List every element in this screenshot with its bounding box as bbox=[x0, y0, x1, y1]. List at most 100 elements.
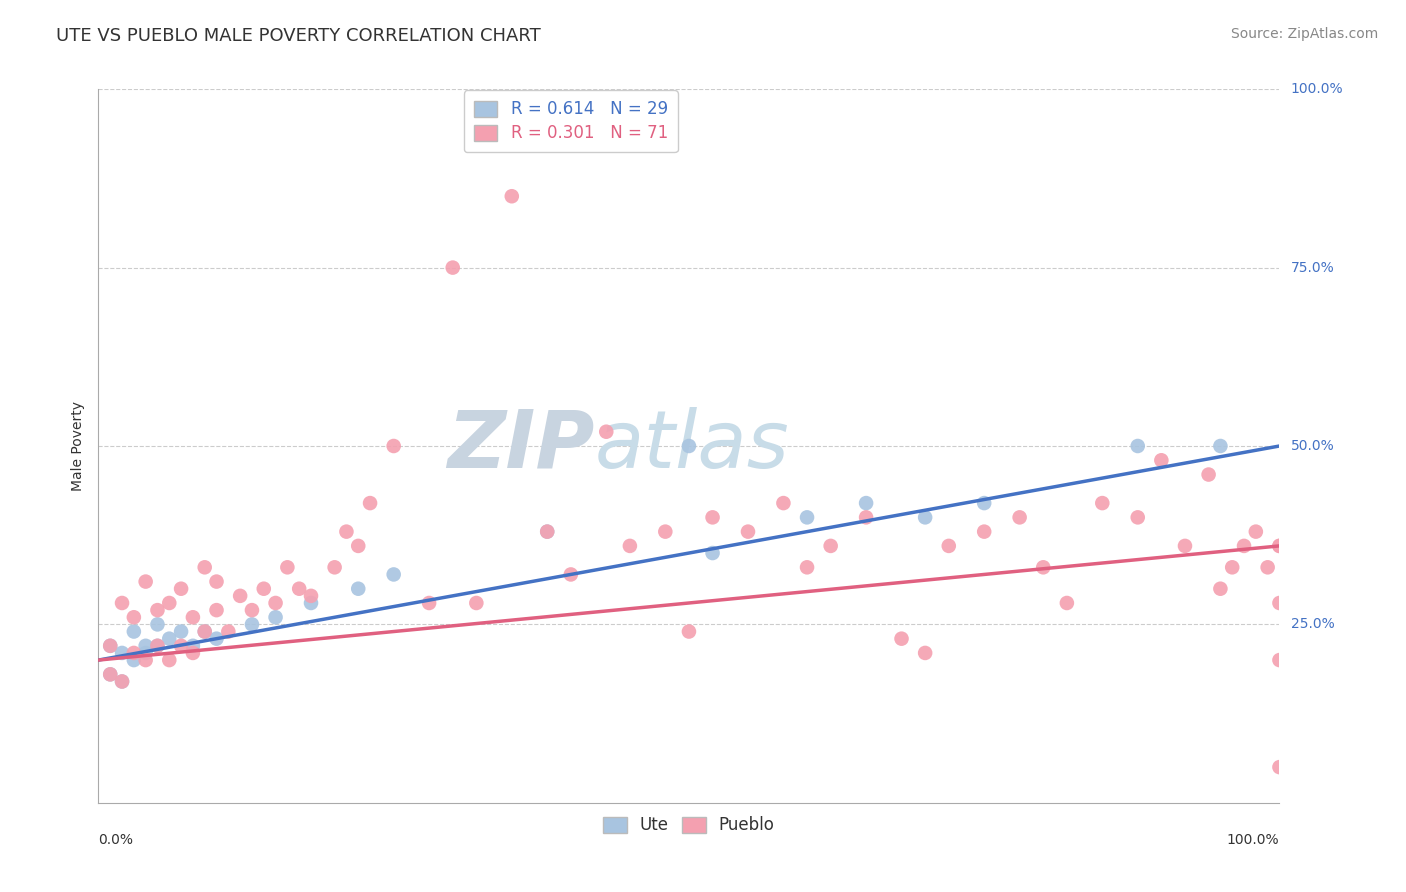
Point bbox=[276, 560, 298, 574]
Point bbox=[536, 524, 558, 539]
Point bbox=[157, 632, 180, 646]
Point bbox=[217, 624, 239, 639]
Point bbox=[1008, 510, 1031, 524]
Point bbox=[820, 539, 842, 553]
Point bbox=[1126, 439, 1149, 453]
Point bbox=[1268, 653, 1291, 667]
Point bbox=[678, 624, 700, 639]
Point bbox=[914, 510, 936, 524]
Point bbox=[359, 496, 381, 510]
Text: UTE VS PUEBLO MALE POVERTY CORRELATION CHART: UTE VS PUEBLO MALE POVERTY CORRELATION C… bbox=[56, 27, 541, 45]
Point bbox=[678, 439, 700, 453]
Point bbox=[288, 582, 311, 596]
Point bbox=[441, 260, 464, 275]
Point bbox=[146, 603, 169, 617]
Point bbox=[772, 496, 794, 510]
Text: atlas: atlas bbox=[595, 407, 789, 485]
Point bbox=[1126, 510, 1149, 524]
Point bbox=[170, 639, 193, 653]
Point bbox=[1220, 560, 1243, 574]
Point bbox=[170, 582, 193, 596]
Point bbox=[973, 524, 995, 539]
Point bbox=[205, 632, 228, 646]
Legend: Ute, Pueblo: Ute, Pueblo bbox=[593, 806, 785, 845]
Text: 100.0%: 100.0% bbox=[1291, 82, 1343, 96]
Point bbox=[702, 546, 724, 560]
Point bbox=[122, 624, 145, 639]
Point bbox=[1174, 539, 1197, 553]
Point bbox=[122, 646, 145, 660]
Point bbox=[146, 617, 169, 632]
Point bbox=[264, 596, 287, 610]
Point bbox=[465, 596, 488, 610]
Point bbox=[536, 524, 558, 539]
Point bbox=[1268, 539, 1291, 553]
Point bbox=[1091, 496, 1114, 510]
Point bbox=[595, 425, 617, 439]
Point bbox=[111, 674, 134, 689]
Point bbox=[98, 667, 121, 681]
Point bbox=[135, 646, 157, 660]
Point bbox=[98, 667, 121, 681]
Point bbox=[737, 524, 759, 539]
Point bbox=[1209, 439, 1232, 453]
Point bbox=[135, 653, 157, 667]
Point bbox=[229, 589, 252, 603]
Point bbox=[240, 617, 263, 632]
Point bbox=[702, 510, 724, 524]
Point bbox=[560, 567, 582, 582]
Point bbox=[194, 624, 217, 639]
Point bbox=[98, 639, 121, 653]
Point bbox=[855, 496, 877, 510]
Point bbox=[335, 524, 357, 539]
Point bbox=[796, 510, 818, 524]
Point bbox=[122, 653, 145, 667]
Point bbox=[205, 574, 228, 589]
Point bbox=[418, 596, 440, 610]
Point bbox=[240, 603, 263, 617]
Point bbox=[157, 596, 180, 610]
Point bbox=[253, 582, 276, 596]
Text: ZIP: ZIP bbox=[447, 407, 595, 485]
Point bbox=[299, 589, 322, 603]
Point bbox=[1268, 596, 1291, 610]
Point bbox=[1268, 760, 1291, 774]
Text: Source: ZipAtlas.com: Source: ZipAtlas.com bbox=[1230, 27, 1378, 41]
Point bbox=[181, 610, 204, 624]
Point bbox=[299, 596, 322, 610]
Point bbox=[1209, 582, 1232, 596]
Text: 0.0%: 0.0% bbox=[98, 833, 134, 847]
Point bbox=[264, 610, 287, 624]
Text: 100.0%: 100.0% bbox=[1227, 833, 1279, 847]
Text: 50.0%: 50.0% bbox=[1291, 439, 1334, 453]
Point bbox=[170, 624, 193, 639]
Point bbox=[111, 596, 134, 610]
Point bbox=[1244, 524, 1267, 539]
Point bbox=[1056, 596, 1078, 610]
Point bbox=[111, 674, 134, 689]
Point bbox=[111, 646, 134, 660]
Point bbox=[1233, 539, 1256, 553]
Point bbox=[323, 560, 346, 574]
Point bbox=[890, 632, 912, 646]
Point bbox=[194, 560, 217, 574]
Point bbox=[146, 639, 169, 653]
Point bbox=[157, 653, 180, 667]
Point bbox=[938, 539, 960, 553]
Point bbox=[181, 646, 204, 660]
Point bbox=[1032, 560, 1054, 574]
Y-axis label: Male Poverty: Male Poverty bbox=[70, 401, 84, 491]
Point bbox=[347, 539, 370, 553]
Point bbox=[1150, 453, 1173, 467]
Point bbox=[914, 646, 936, 660]
Point bbox=[973, 496, 995, 510]
Point bbox=[347, 582, 370, 596]
Point bbox=[205, 603, 228, 617]
Point bbox=[501, 189, 523, 203]
Point bbox=[1257, 560, 1279, 574]
Point bbox=[194, 624, 217, 639]
Point bbox=[796, 560, 818, 574]
Point bbox=[654, 524, 676, 539]
Point bbox=[135, 574, 157, 589]
Point bbox=[146, 639, 169, 653]
